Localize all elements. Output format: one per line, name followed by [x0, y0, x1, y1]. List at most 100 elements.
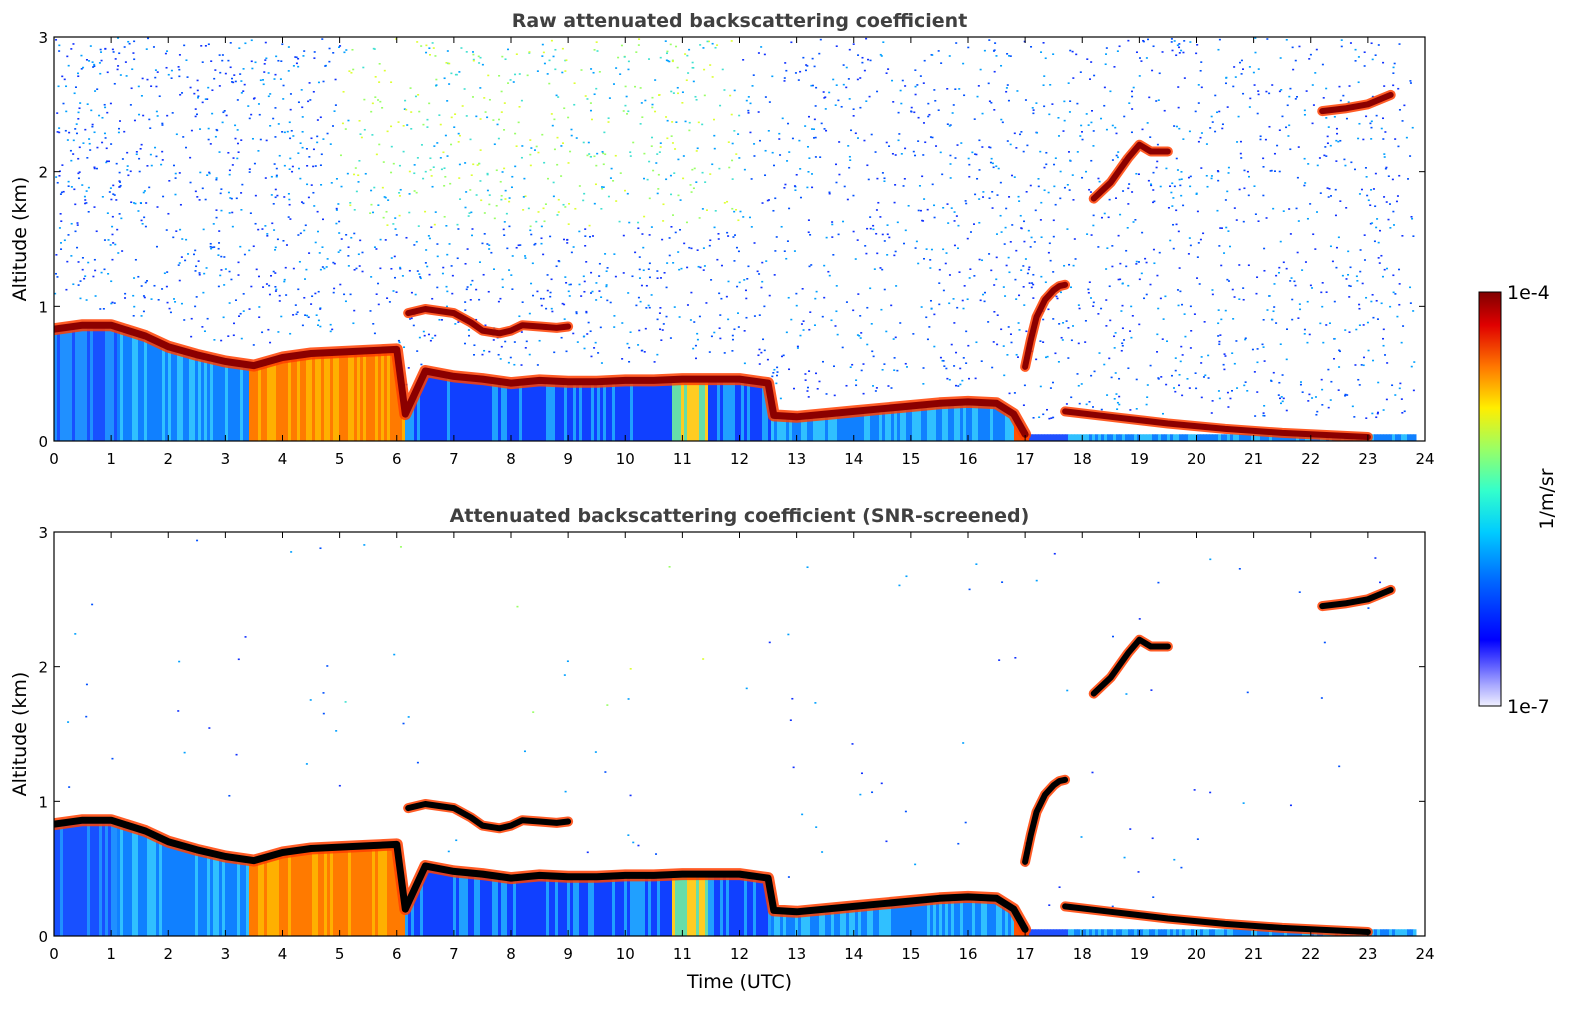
- top-noise-speck: [753, 143, 756, 145]
- top-noise-speck: [398, 214, 401, 217]
- bottom-aerosol-column: [621, 875, 625, 936]
- top-aerosol-column: [360, 351, 364, 441]
- top-aerosol-column: [1065, 434, 1069, 441]
- top-noise-speck: [1179, 360, 1182, 363]
- top-noise-speck: [510, 274, 513, 276]
- top-noise-speck: [1115, 154, 1118, 157]
- top-noise-speck: [675, 121, 678, 123]
- top-noise-speck: [573, 103, 576, 106]
- top-noise-speck: [560, 175, 563, 177]
- top-noise-speck: [1329, 195, 1332, 197]
- bottom-aerosol-column: [585, 876, 589, 936]
- top-noise-speck: [242, 90, 245, 92]
- top-aerosol-column: [564, 381, 568, 441]
- top-noise-speck: [749, 102, 752, 105]
- top-aerosol-column: [1131, 434, 1135, 441]
- top-aerosol-column: [918, 405, 922, 441]
- top-noise-speck: [218, 151, 221, 153]
- bottom-panel-title: Attenuated backscattering coefficient (S…: [450, 505, 1030, 527]
- top-noise-speck: [659, 142, 662, 144]
- top-noise-speck: [334, 78, 337, 81]
- top-noise-speck: [799, 70, 802, 73]
- top-noise-speck: [552, 55, 555, 58]
- top-noise-speck: [917, 209, 920, 212]
- top-noise-speck: [820, 122, 823, 125]
- top-aerosol-column: [1263, 434, 1267, 441]
- top-noise-speck: [821, 360, 824, 363]
- top-noise-speck: [95, 167, 98, 170]
- top-noise-speck: [1238, 61, 1241, 64]
- top-noise-speck: [182, 136, 185, 138]
- top-noise-speck: [126, 169, 129, 171]
- top-aerosol-column: [765, 382, 769, 441]
- top-noise-speck: [578, 230, 581, 233]
- top-noise-speck: [564, 276, 567, 278]
- top-aerosol-column: [762, 382, 766, 441]
- top-noise-speck: [536, 70, 539, 72]
- top-noise-speck: [1380, 127, 1383, 130]
- bottom-noise-speck: [344, 701, 347, 703]
- top-noise-speck: [828, 91, 831, 94]
- top-noise-speck: [58, 227, 61, 229]
- top-aerosol-column: [153, 339, 157, 441]
- top-noise-speck: [363, 128, 366, 131]
- top-noise-speck: [228, 270, 231, 273]
- bottom-noise-speck: [335, 730, 338, 732]
- top-noise-speck: [113, 302, 116, 304]
- bottom-aerosol-column: [246, 859, 250, 936]
- top-noise-speck: [919, 209, 922, 212]
- top-noise-speck: [575, 137, 578, 139]
- top-noise-speck: [1321, 282, 1324, 284]
- top-noise-speck: [1197, 102, 1200, 104]
- bottom-aerosol-column: [1008, 905, 1012, 936]
- top-aerosol-column: [168, 346, 172, 441]
- bottom-aerosol-column: [1107, 929, 1111, 936]
- top-noise-speck: [196, 79, 199, 82]
- top-noise-speck: [94, 295, 97, 297]
- top-noise-speck: [982, 191, 985, 193]
- top-noise-speck: [149, 153, 152, 156]
- top-noise-speck: [285, 294, 288, 296]
- top-noise-speck: [931, 183, 934, 186]
- top-aerosol-column: [114, 326, 118, 441]
- top-noise-speck: [991, 207, 994, 209]
- bottom-aerosol-column: [1221, 929, 1225, 936]
- top-noise-speck: [1389, 305, 1392, 308]
- bottom-aerosol-column: [300, 850, 304, 936]
- top-noise-speck: [745, 297, 748, 300]
- top-noise-speck: [714, 46, 717, 49]
- top-noise-speck: [815, 86, 818, 89]
- top-noise-speck: [638, 268, 641, 271]
- top-noise-speck: [914, 69, 917, 71]
- top-noise-speck: [1108, 285, 1111, 288]
- top-noise-speck: [1052, 318, 1055, 320]
- top-noise-speck: [1004, 295, 1007, 297]
- top-noise-speck: [598, 290, 601, 292]
- top-noise-speck: [1011, 174, 1014, 177]
- top-noise-speck: [103, 132, 106, 135]
- bottom-aerosol-column: [495, 875, 499, 936]
- top-noise-speck: [190, 129, 193, 132]
- top-noise-speck: [410, 128, 413, 130]
- top-noise-speck: [983, 300, 986, 303]
- top-noise-speck: [1179, 184, 1182, 187]
- bottom-noise-speck: [1123, 856, 1126, 859]
- top-noise-speck: [511, 288, 514, 290]
- bottom-aerosol-column: [717, 874, 721, 936]
- top-noise-speck: [101, 141, 104, 144]
- top-aerosol-column: [285, 357, 289, 441]
- top-noise-speck: [610, 167, 613, 170]
- top-noise-speck: [677, 158, 680, 161]
- top-noise-speck: [642, 246, 645, 249]
- top-noise-speck: [61, 164, 64, 166]
- top-noise-speck: [1142, 40, 1145, 43]
- bottom-aerosol-column: [1239, 929, 1243, 936]
- top-noise-speck: [1113, 335, 1116, 338]
- top-noise-speck: [1181, 394, 1184, 397]
- top-noise-speck: [1063, 119, 1066, 122]
- top-noise-speck: [79, 102, 82, 104]
- top-noise-speck: [976, 177, 979, 180]
- top-noise-speck: [185, 59, 188, 62]
- top-noise-speck: [1316, 164, 1319, 167]
- top-noise-speck: [1409, 302, 1412, 304]
